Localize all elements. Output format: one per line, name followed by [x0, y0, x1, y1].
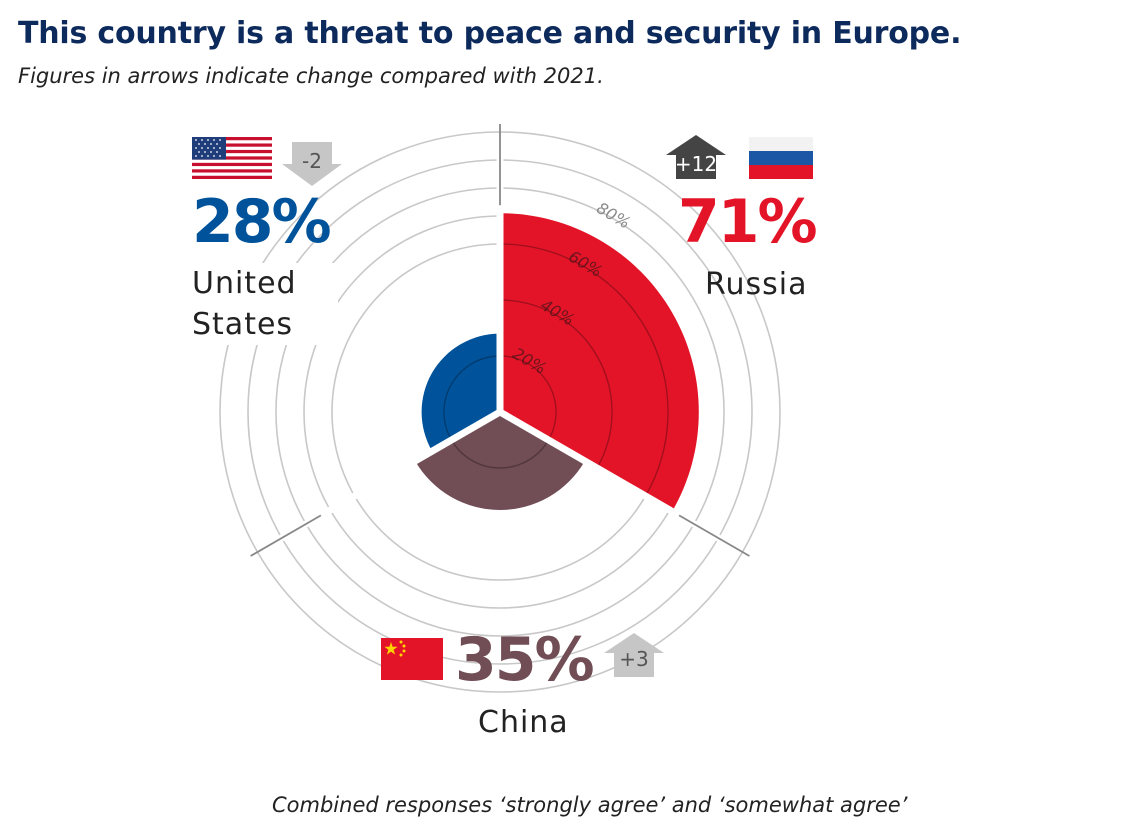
china-percent: 35% [455, 625, 595, 695]
russia-change-label: +12 [674, 152, 718, 176]
chart-title: This country is a threat to peace and se… [18, 16, 962, 51]
inner-grid-ring [450, 439, 550, 469]
arrow-up-icon [604, 633, 664, 677]
russia-flag-icon [749, 137, 813, 179]
us-percent: 28% [192, 187, 332, 257]
china-change-label: +3 [619, 647, 649, 671]
chart-footnote: Combined responses ‘strongly agree’ and … [272, 793, 908, 817]
china-country-name: China [478, 705, 569, 740]
inner-grid-ring [499, 355, 557, 441]
us-change-arrow: -2 [280, 142, 344, 186]
russia-country-name: Russia [705, 267, 808, 302]
russia-percent: 71% [678, 187, 818, 257]
sector-spoke [250, 514, 322, 557]
russia-change-arrow: +12 [664, 135, 728, 179]
inner-grid-ring [443, 355, 501, 441]
inner-grid-ring [499, 299, 613, 469]
inner-grid-ring [499, 243, 669, 497]
us-change-label: -2 [302, 149, 322, 173]
sector-spoke [678, 514, 750, 557]
china-change-arrow: +3 [602, 633, 666, 677]
us-flag-icon [192, 137, 272, 179]
chart-subtitle: Figures in arrows indicate change compar… [18, 64, 604, 88]
arrow-down-icon [282, 142, 342, 186]
us-country-name: United States [192, 263, 338, 345]
arrow-up-icon [666, 135, 726, 179]
china-flag-icon [381, 638, 443, 680]
